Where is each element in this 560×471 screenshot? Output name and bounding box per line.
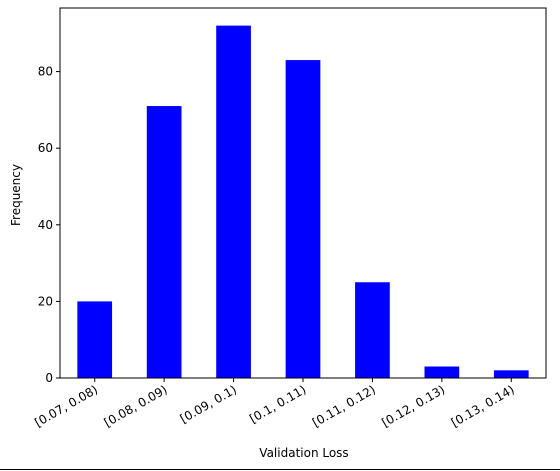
bar-6 [493,370,529,378]
bar-3 [285,60,321,379]
bottom-rule [0,469,560,470]
y-tick-label-4: 80 [38,65,53,79]
y-tick-label-0: 0 [45,371,53,385]
y-tick-label-2: 40 [38,218,53,232]
x-tick-label-0: [0.07, 0.08) [32,382,100,429]
bar-4 [355,282,390,378]
bar-0 [77,301,113,378]
y-tick-label-3: 60 [38,141,53,155]
x-tick-label-2: [0.09, 0.1) [178,382,239,426]
x-tick-label-6: [0.13, 0.14) [449,382,517,429]
y-tick-label-1: 20 [38,294,53,308]
bar-1 [146,106,182,379]
x-axis-ticks: [0.07, 0.08) [0.08, 0.09) [0.09, 0.1) [0.1,… [32,378,517,430]
x-tick-label-5: [0.12, 0.13) [379,382,447,429]
x-axis-label: Validation Loss [259,446,348,460]
x-tick-label-3: [0.1, 0.11) [247,382,308,426]
bar-2 [216,25,251,379]
bar-5 [424,366,460,378]
y-axis-label: Frequency [9,164,23,226]
x-tick-label-4: [0.11, 0.12) [310,382,378,429]
x-tick-label-1: [0.08, 0.09) [102,382,170,429]
y-axis-ticks: 0 20 40 60 80 [38,65,60,385]
bars-group [77,25,529,379]
